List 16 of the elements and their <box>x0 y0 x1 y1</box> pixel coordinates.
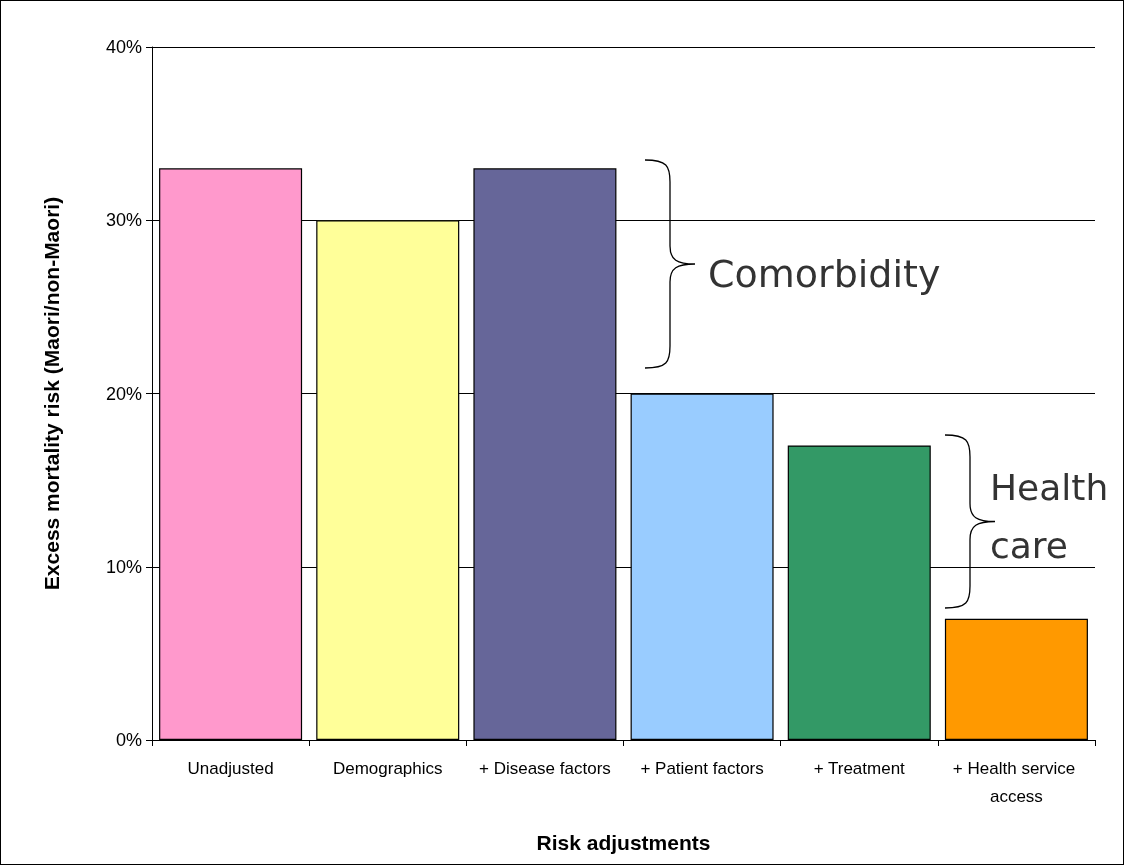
y-axis-title: Excess mortality risk (Maori/non-Maori) <box>40 196 63 591</box>
y-tick-label: 0% <box>115 730 142 750</box>
annotation: Health care <box>990 466 1109 566</box>
x-tick-label: + Disease factors <box>479 758 611 778</box>
y-tick-label: 30% <box>105 210 142 231</box>
bar <box>944 618 1088 740</box>
x-tick-label: Unadjusted <box>187 758 274 778</box>
x-tick-label: + Treatment <box>813 758 906 778</box>
x-tick-label: + Patient factors <box>640 758 764 778</box>
y-tick-label: 40% <box>105 37 142 57</box>
y-tick-label: 10% <box>105 556 142 577</box>
y-tick-label: 20% <box>105 383 142 404</box>
x-axis-title: Risk adjustments <box>536 831 711 854</box>
annotation: Comorbidity <box>708 252 941 296</box>
x-tick-label: Demographics <box>332 758 443 778</box>
x-tick-label: + Health service access <box>952 758 1080 806</box>
